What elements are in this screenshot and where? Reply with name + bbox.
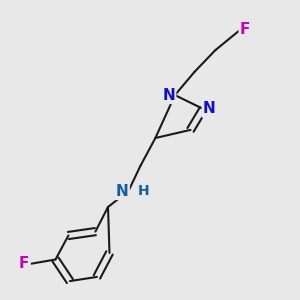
Text: H: H — [138, 184, 150, 198]
Text: N: N — [116, 184, 128, 199]
Text: F: F — [240, 22, 250, 38]
Text: N: N — [203, 101, 216, 116]
Text: N: N — [162, 88, 175, 103]
Text: F: F — [19, 256, 29, 272]
